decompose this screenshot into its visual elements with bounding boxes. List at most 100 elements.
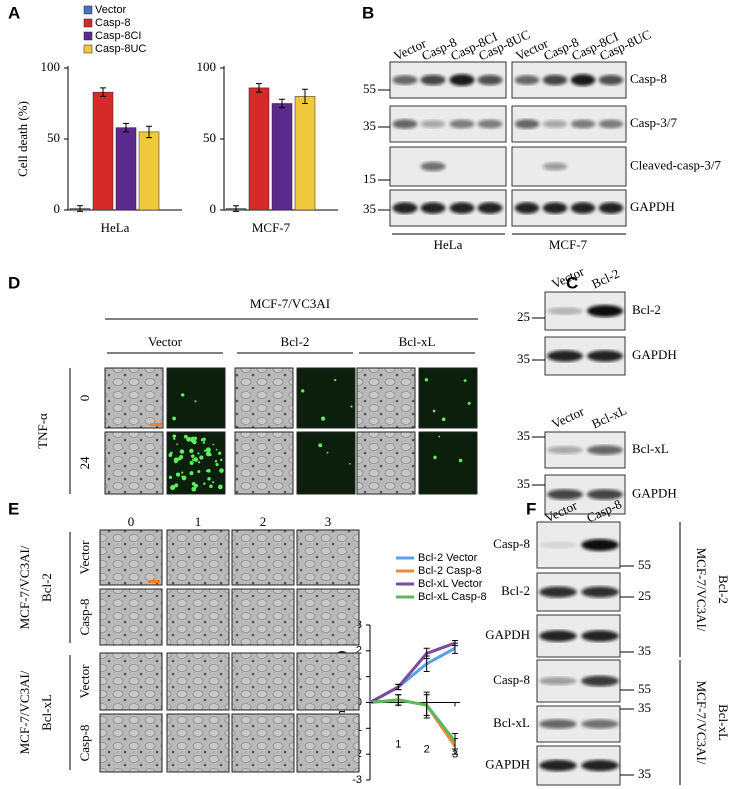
fluorescent-cell (181, 471, 184, 474)
fluorescent-cell (193, 457, 199, 462)
fluorescent-cell (172, 416, 176, 421)
micrograph (104, 367, 164, 429)
band (420, 202, 446, 214)
lane-label: Bcl-xL (589, 402, 629, 431)
band (539, 541, 577, 549)
fluorescent-cell (458, 458, 463, 463)
fluorescent-cell (205, 469, 209, 473)
micrograph (104, 431, 164, 495)
time-label: 24 (77, 456, 92, 470)
fluorescence-image (166, 367, 226, 429)
band (587, 305, 623, 317)
y-tick-label: 0 (54, 201, 61, 216)
mw-marker: 35 (363, 201, 376, 216)
fluorescent-cell (326, 451, 329, 454)
micrograph (296, 588, 360, 646)
band (581, 719, 619, 729)
bar (138, 131, 160, 211)
mw-marker: 35 (638, 766, 651, 781)
band (514, 119, 540, 129)
fluorescent-cell (197, 452, 200, 455)
series-line (369, 641, 456, 704)
band (449, 119, 475, 129)
row-label: Casp-8 (493, 536, 530, 551)
mw-marker: 55 (638, 681, 651, 696)
fluorescent-cell (463, 379, 467, 383)
panel-letter: D (8, 273, 20, 292)
mw-marker: 35 (517, 351, 530, 366)
y-tick-label: 50 (203, 130, 216, 145)
lane-label: Vector (549, 403, 587, 431)
legend-label: Casp-8CI (95, 30, 141, 42)
blot (389, 146, 507, 187)
band (547, 446, 583, 454)
fluorescent-cell (215, 448, 218, 451)
band (581, 539, 619, 551)
band (581, 675, 619, 687)
panel-letter: E (8, 499, 19, 518)
fluorescent-cell (205, 451, 211, 457)
bar (92, 91, 114, 211)
lane-label: Bcl-2 (589, 266, 622, 292)
group-label: MCF-7/VC3AI/ (694, 548, 709, 632)
mw-marker: 35 (638, 700, 651, 715)
fluorescent-cell (318, 443, 323, 448)
row-label: Casp-8 (77, 599, 92, 636)
fluorescent-cell (186, 436, 192, 442)
fluorescent-cell (189, 448, 194, 454)
fluorescent-cell (200, 438, 204, 442)
micrograph (356, 431, 416, 495)
x-tick-label: MCF-7 (252, 220, 291, 235)
fluorescent-cell (174, 483, 179, 488)
row-label: Bcl-xL (493, 715, 530, 730)
error-bar (233, 205, 239, 212)
fluorescent-cell (181, 475, 187, 481)
panel-title: MCF-7/VC3AI (250, 296, 330, 311)
micrograph (234, 431, 294, 495)
error-bar (395, 683, 402, 691)
error-bar (423, 647, 430, 660)
fluorescent-cell (189, 471, 194, 476)
micrograph (231, 652, 295, 711)
fluorescent-cell (432, 409, 436, 413)
error-bar (302, 88, 308, 104)
panel-letter: B (362, 3, 374, 22)
fluorescence-image (296, 367, 356, 429)
fluorescent-cell (349, 462, 351, 465)
scale-bar (150, 423, 162, 426)
fluorescent-cell (334, 378, 337, 382)
row-label: GAPDH (485, 756, 530, 771)
row-label: GAPDH (630, 199, 675, 214)
band (547, 307, 583, 315)
band (581, 586, 619, 598)
row-label: GAPDH (632, 347, 677, 362)
band (587, 445, 623, 455)
band (420, 120, 446, 128)
day-label: 3 (325, 514, 332, 529)
row-label: Bcl-xL (632, 441, 669, 456)
series-line (369, 698, 457, 743)
row-label: GAPDH (485, 627, 530, 642)
error-bar (256, 83, 262, 93)
band (542, 120, 568, 128)
band (598, 202, 624, 214)
legend-swatch (83, 18, 93, 28)
fluorescent-cell (168, 475, 173, 479)
fluorescent-cell (205, 447, 211, 453)
mw-marker: 55 (638, 557, 651, 572)
mw-marker: 55 (363, 81, 376, 96)
legend-label: Bcl-xL Vector (418, 578, 483, 590)
fluorescent-cell (207, 477, 211, 481)
x-tick-label: 2 (424, 743, 430, 755)
fluorescence-image (418, 431, 478, 495)
band (392, 119, 418, 129)
fluorescent-cell (179, 455, 184, 460)
fluorescent-cell (202, 441, 206, 444)
y-tick-label: 0 (210, 201, 217, 216)
fluorescent-cell (218, 451, 222, 455)
band (539, 676, 577, 686)
day-label: 1 (195, 514, 202, 529)
error-bar (452, 640, 458, 647)
fluorescence-image (418, 367, 478, 429)
row-label: Cleaved-casp-3/7 (630, 157, 721, 172)
